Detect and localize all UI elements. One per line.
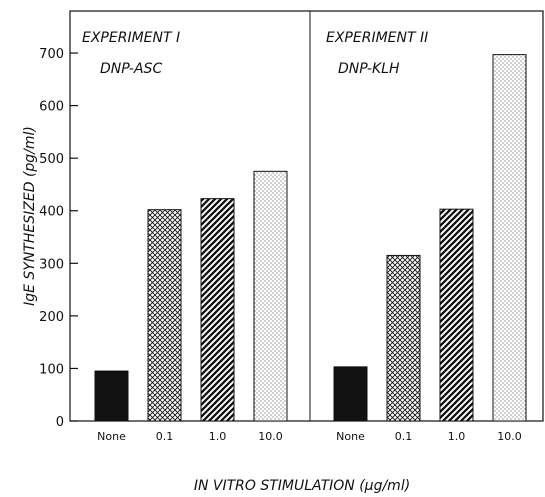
panel-1-title: EXPERIMENT I xyxy=(82,30,180,46)
x-tick-label: 1.0 xyxy=(448,430,466,443)
bar-exp2-1_0 xyxy=(439,208,474,422)
x-axis: None 0.1 1.0 10.0 None 0.1 1.0 10.0 xyxy=(97,430,522,443)
y-tick-label: 600 xyxy=(39,100,64,115)
bar-exp1-0_1 xyxy=(147,209,182,422)
panel-2-subtitle: DNP-KLH xyxy=(338,61,400,77)
bar-exp1-1_0 xyxy=(200,198,235,422)
y-tick-label: 400 xyxy=(39,205,64,220)
x-tick-label: None xyxy=(336,430,365,443)
x-tick-label: 10.0 xyxy=(497,430,522,443)
y-axis: 0 100 200 300 400 500 600 700 xyxy=(39,47,78,430)
x-tick-label: 10.0 xyxy=(258,430,283,443)
panel-1-subtitle: DNP-ASC xyxy=(100,61,162,77)
bar-exp2-10_0 xyxy=(492,54,527,422)
bar-exp2-0_1 xyxy=(386,254,421,422)
bar-exp1-10_0 xyxy=(253,170,288,422)
plot-frame xyxy=(69,10,544,422)
bars xyxy=(94,54,527,422)
y-axis-label: IgE SYNTHESIZED (pg/ml) xyxy=(22,126,38,306)
x-tick-label: None xyxy=(97,430,126,443)
y-tick-label: 500 xyxy=(39,152,64,167)
bar-exp1-None xyxy=(94,370,129,422)
x-axis-label: IN VITRO STIMULATION (μg/ml) xyxy=(194,478,410,494)
x-tick-label: 0.1 xyxy=(156,430,174,443)
x-tick-label: 0.1 xyxy=(395,430,413,443)
x-tick-label: 1.0 xyxy=(209,430,227,443)
y-tick-label: 100 xyxy=(39,362,64,377)
panel-2-title: EXPERIMENT II xyxy=(326,30,428,46)
y-tick-label: 300 xyxy=(39,257,64,272)
y-tick-label: 0 xyxy=(56,415,64,430)
bar-exp2-None xyxy=(333,366,368,422)
y-tick-label: 200 xyxy=(39,310,64,325)
y-tick-label: 700 xyxy=(39,47,64,62)
